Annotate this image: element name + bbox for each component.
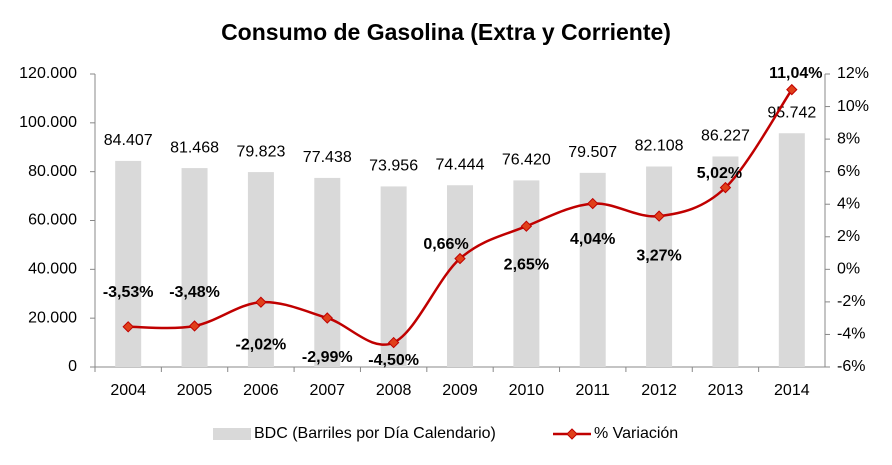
- line-value-label: 11,04%: [769, 65, 822, 82]
- line-value-label: -4,50%: [368, 352, 419, 369]
- chart-title: Consumo de Gasolina (Extra y Corriente): [221, 19, 671, 45]
- legend-swatch: [213, 428, 251, 440]
- x-tick-label: 2007: [309, 382, 345, 399]
- marker: [255, 296, 267, 308]
- bar-value-label: 76.420: [502, 152, 551, 169]
- marker: [454, 252, 466, 265]
- x-tick-label: 2008: [376, 382, 412, 399]
- bar: [513, 180, 540, 367]
- x-tick-label: 2005: [177, 382, 213, 399]
- bar: [181, 168, 208, 367]
- x-tick-label: 2013: [708, 382, 744, 399]
- line-value-label: 4,04%: [570, 231, 615, 248]
- x-tick-label: 2011: [576, 382, 611, 399]
- x-tick-label: 2009: [442, 382, 478, 399]
- bar-value-label: 77.438: [303, 149, 352, 166]
- x-tick-label: 2014: [774, 382, 810, 399]
- bar: [778, 133, 805, 367]
- line-value-label: 5,02%: [697, 165, 742, 182]
- y2-tick-label: 10%: [837, 98, 869, 115]
- y2-tick-label: -2%: [837, 293, 865, 310]
- legend-marker: [566, 428, 578, 440]
- legend-label: BDC (Barriles por Día Calendario): [254, 425, 496, 442]
- marker: [719, 181, 732, 194]
- line-value-label: 2,65%: [504, 256, 549, 273]
- bar: [447, 185, 473, 367]
- marker: [587, 197, 599, 210]
- x-tick-label: 2004: [110, 382, 146, 399]
- line-value-label: 3,27%: [636, 247, 681, 264]
- bar-value-label: 81.468: [170, 139, 219, 156]
- x-tick-label: 2006: [243, 382, 279, 399]
- bar-value-label: 84.407: [104, 132, 153, 149]
- bar-value-label: 86.227: [701, 128, 750, 145]
- y-tick-label: 80.000: [28, 163, 77, 180]
- bar: [115, 160, 142, 367]
- y2-tick-label: -4%: [837, 326, 865, 343]
- bar: [314, 177, 341, 367]
- marker: [122, 321, 134, 333]
- marker: [520, 220, 533, 232]
- line-value-label: -3,48%: [169, 284, 220, 301]
- bar-value-label: 74.444: [436, 156, 485, 173]
- marker: [321, 312, 333, 324]
- marker: [188, 320, 201, 332]
- bar-value-label: 79.507: [568, 144, 617, 161]
- line-value-label: -3,53%: [103, 284, 154, 301]
- marker: [786, 83, 798, 96]
- y-tick-label: 60.000: [28, 212, 77, 229]
- bar: [247, 172, 274, 367]
- bar-value-label: 82.108: [635, 138, 684, 155]
- line-value-label: -2,99%: [302, 349, 353, 366]
- y2-tick-label: 6%: [837, 163, 860, 180]
- marker: [387, 336, 400, 349]
- y2-tick-label: 4%: [837, 195, 860, 212]
- y-tick-label: 0: [68, 358, 77, 375]
- bar-value-label: 73.956: [369, 158, 418, 175]
- y-tick-label: 20.000: [28, 309, 77, 326]
- line-value-label: -2,02%: [236, 336, 287, 353]
- y2-tick-label: 0%: [837, 261, 860, 278]
- marker: [653, 210, 665, 222]
- bar-value-label: 79.823: [236, 143, 285, 160]
- legend-label: % Variación: [594, 425, 678, 442]
- y-tick-label: 40.000: [28, 261, 77, 278]
- y2-tick-label: 8%: [837, 130, 860, 147]
- x-tick-label: 2010: [509, 382, 545, 399]
- y2-tick-label: 2%: [837, 228, 860, 245]
- y2-tick-label: -6%: [837, 358, 865, 375]
- line-value-label: 0,66%: [423, 236, 468, 253]
- bar: [646, 166, 673, 367]
- y2-tick-label: 12%: [837, 65, 869, 82]
- x-tick-label: 2012: [641, 382, 677, 399]
- y-tick-label: 100.000: [19, 114, 77, 131]
- y-tick-label: 120.000: [19, 65, 77, 82]
